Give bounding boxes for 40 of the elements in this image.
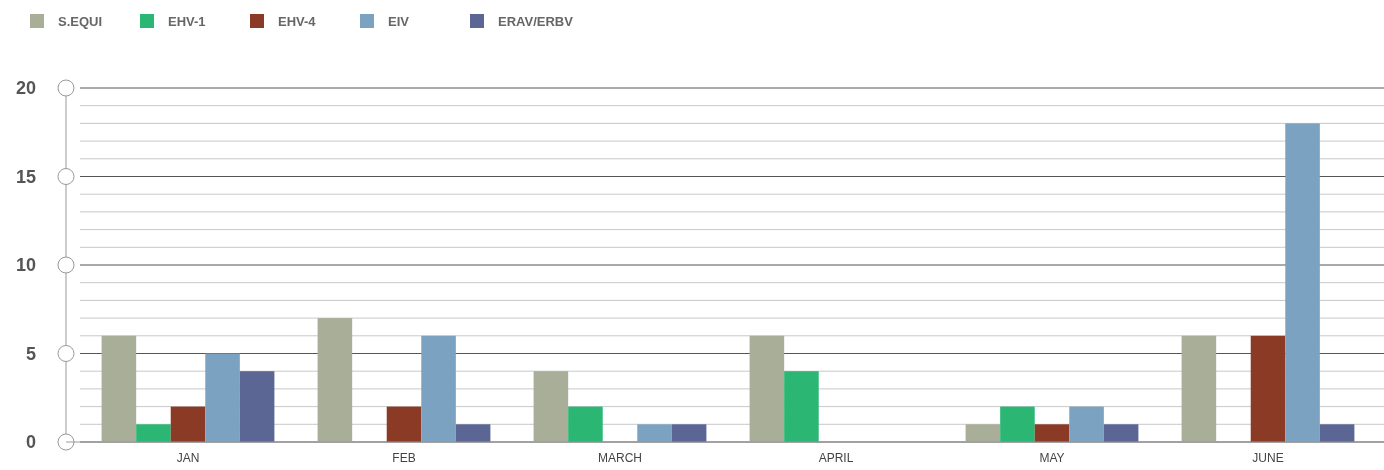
- bar: [1250, 335, 1286, 442]
- bar: [1069, 406, 1104, 442]
- x-tick-label: APRIL: [818, 451, 854, 465]
- bar: [170, 406, 206, 442]
- legend-label: ERAV/ERBV: [498, 13, 574, 29]
- bar: [671, 424, 707, 442]
- bar: [965, 424, 1001, 442]
- bar: [1000, 406, 1035, 442]
- bar: [568, 406, 603, 442]
- bar: [1285, 123, 1320, 442]
- bar: [239, 371, 275, 442]
- legend-label: EHV-4: [278, 13, 317, 29]
- legend-label: EIV: [388, 13, 410, 29]
- bar: [1103, 424, 1139, 442]
- bar: [421, 335, 456, 442]
- x-tick-label: MAY: [1039, 451, 1065, 465]
- bar: [1034, 424, 1070, 442]
- bar: [1319, 424, 1355, 442]
- bar: [317, 318, 353, 442]
- bar: [136, 424, 171, 442]
- y-tick-label: 5: [25, 343, 36, 364]
- bar: [749, 335, 785, 442]
- bar: [101, 335, 137, 442]
- bar: [455, 424, 491, 442]
- bar: [1181, 335, 1217, 442]
- legend-label: S.EQUI: [58, 13, 103, 29]
- bar: [205, 353, 240, 442]
- x-tick-label: MARCH: [598, 451, 642, 465]
- y-tick-label: 20: [15, 78, 36, 99]
- x-tick-label: JUNE: [1252, 451, 1284, 465]
- y-tick-label: 10: [15, 255, 36, 276]
- bar: [386, 406, 422, 442]
- legend-label: EHV-1: [168, 13, 206, 29]
- x-tick-label: JAN: [176, 451, 200, 465]
- y-tick-label: 15: [15, 166, 36, 187]
- bar: [784, 371, 819, 442]
- x-tick-label: FEB: [392, 451, 416, 465]
- y-tick-label: 0: [25, 432, 36, 453]
- bar: [533, 371, 569, 442]
- bar: [637, 424, 672, 442]
